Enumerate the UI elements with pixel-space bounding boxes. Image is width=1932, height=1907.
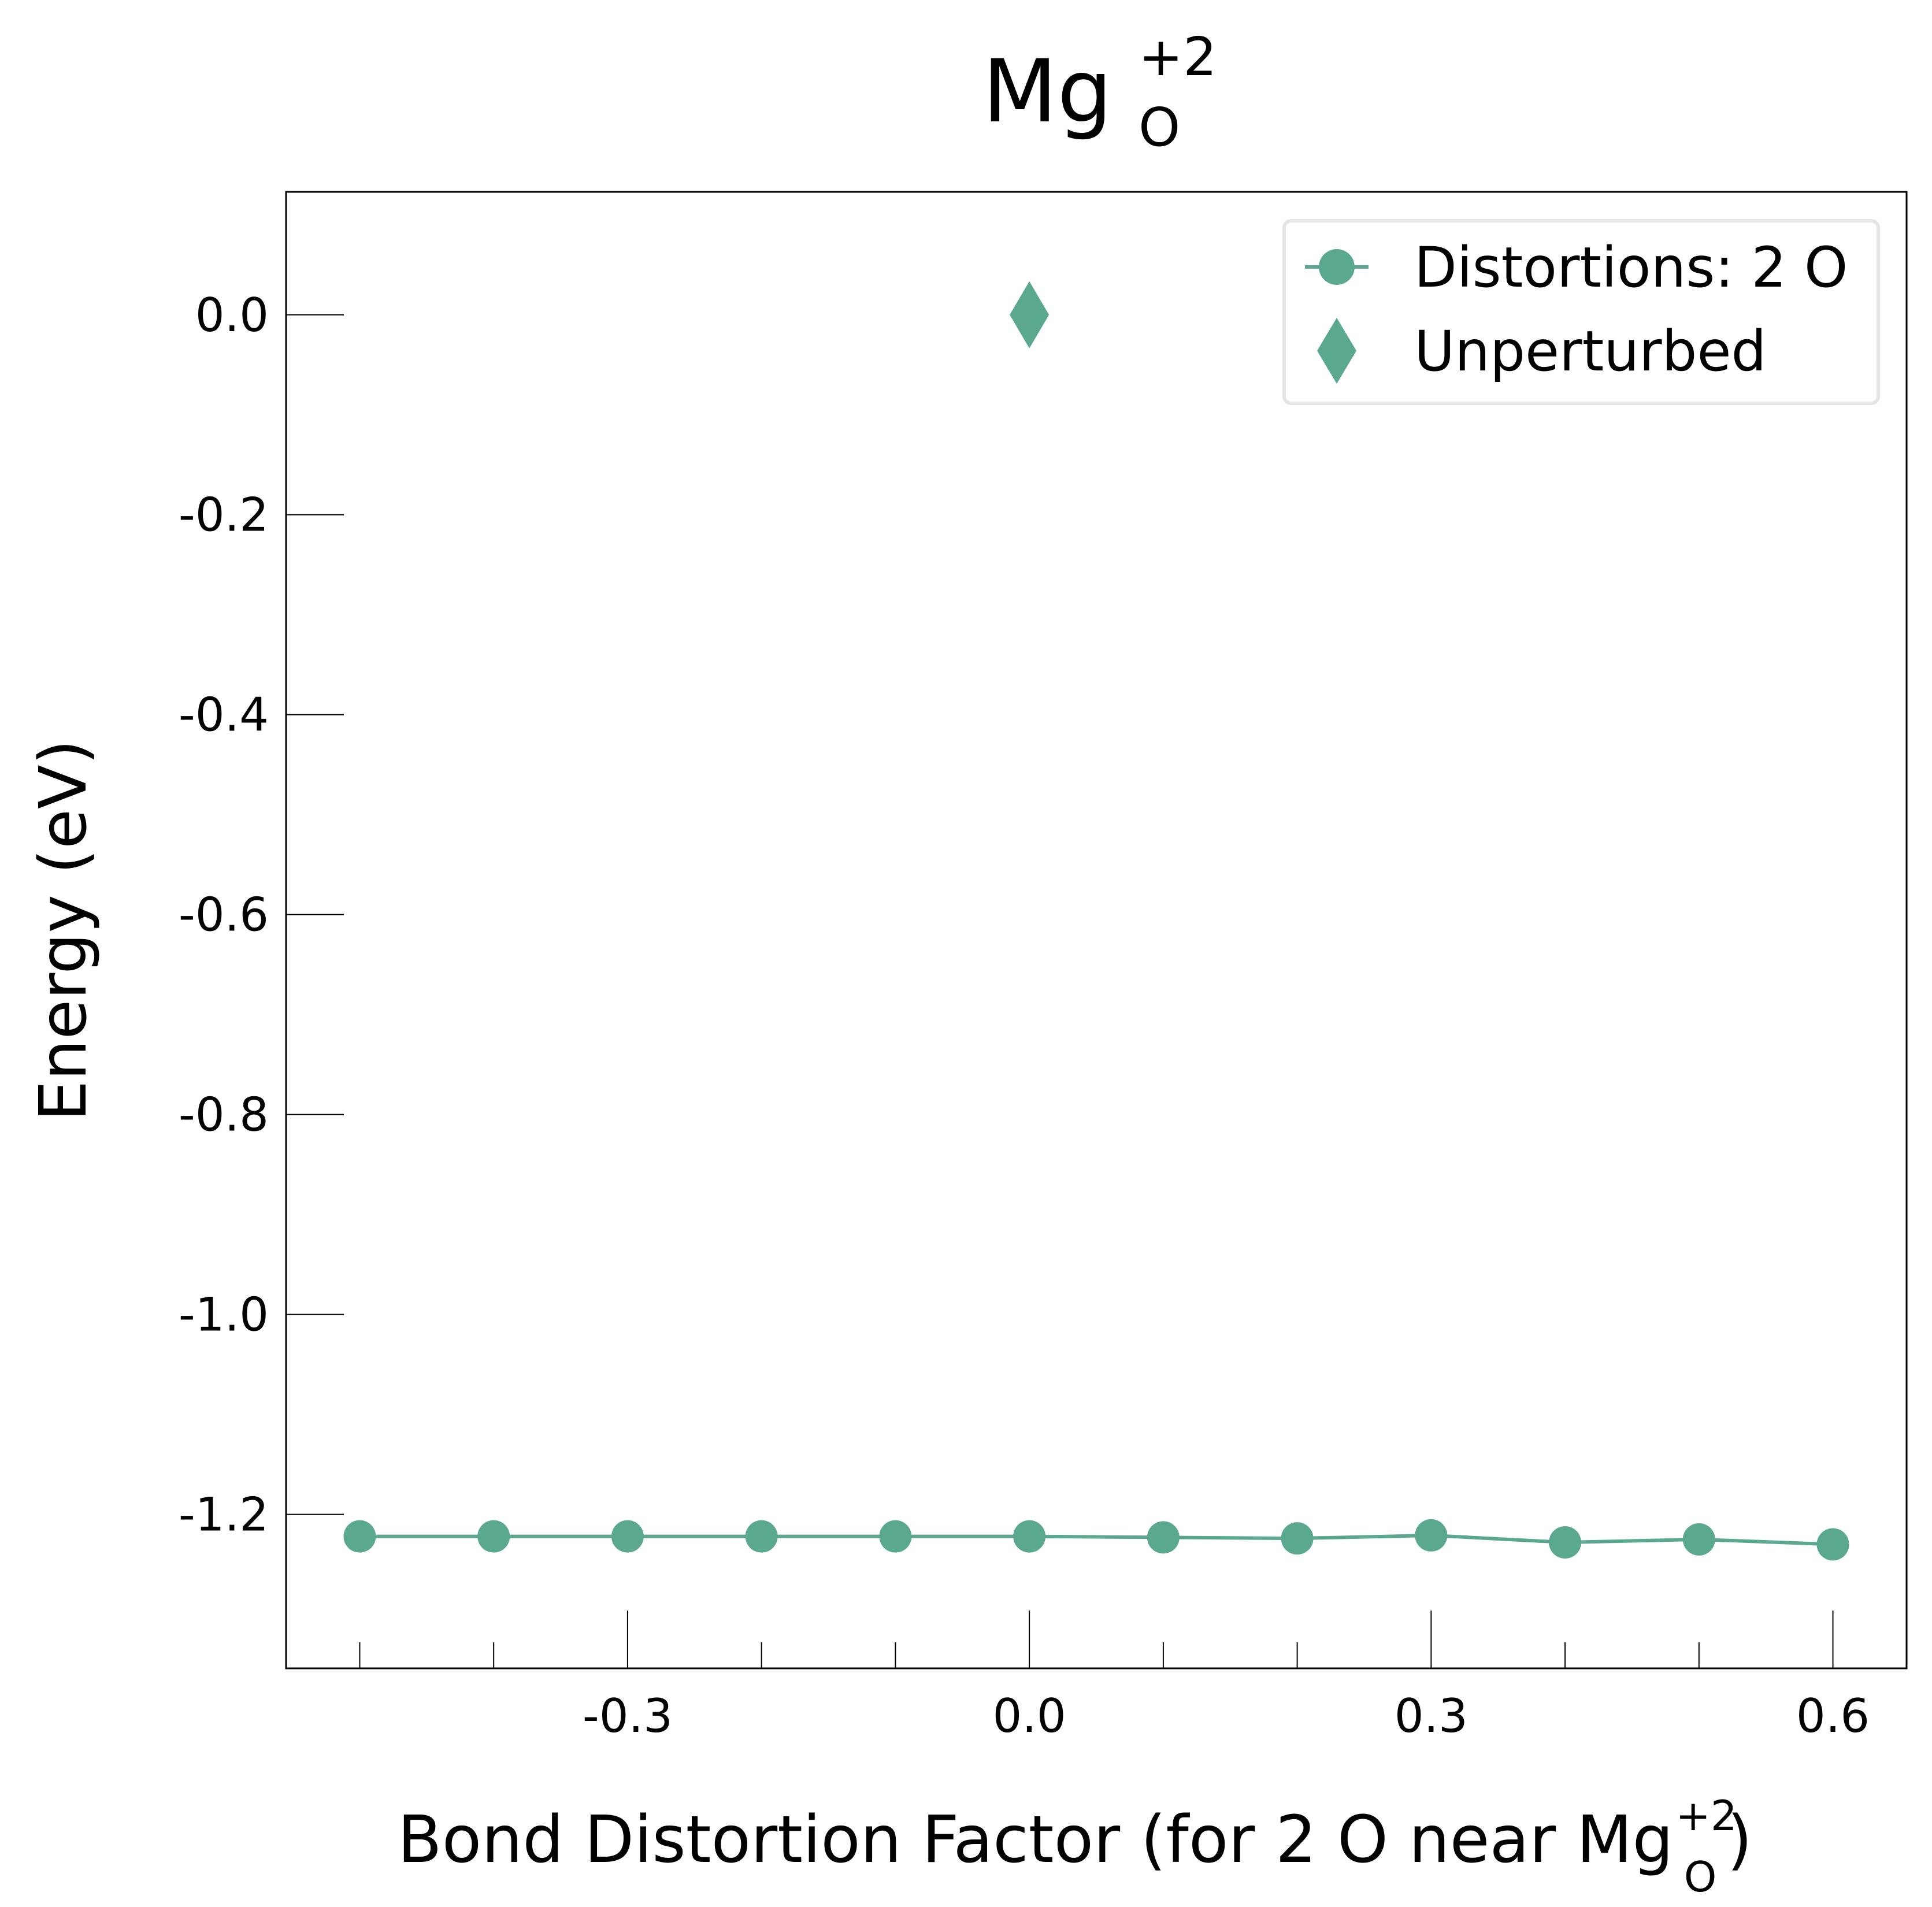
chart-title: Mg +2 O (982, 26, 1217, 158)
y-axis-label: Energy (eV) (26, 740, 101, 1122)
x-axis: -0.3 0.0 0.3 0.6 (359, 1611, 1870, 1743)
x-axis-label-prefix: Bond Distortion Factor (for 2 O near Mg (398, 1802, 1674, 1878)
svg-text:Bond Distortion Factor (for 2: Bond Distortion Factor (for 2 O near Mg+… (398, 1791, 1752, 1901)
x-axis-label-suffix: ) (1727, 1802, 1752, 1878)
legend-label-distortions: Distortions: 2 O (1414, 235, 1848, 300)
y-tick-label: -1.0 (179, 1288, 269, 1342)
data-point-distortion (477, 1520, 510, 1553)
data-point-distortion (1147, 1521, 1180, 1554)
data-point-distortion (611, 1520, 644, 1553)
y-tick-label: -1.2 (179, 1488, 269, 1542)
plot-frame (285, 191, 1908, 1669)
legend-diamond-icon (1317, 318, 1356, 384)
x-tick-label: 0.0 (993, 1689, 1066, 1743)
legend-box (1282, 219, 1880, 405)
legend-circle-icon (1319, 249, 1355, 285)
data-point-distortion (343, 1520, 376, 1553)
y-tick-label: -0.6 (179, 888, 269, 942)
x-axis-label-subscript: O (1684, 1853, 1717, 1901)
chart-title-subscript: O (1139, 97, 1180, 158)
data-point-distortion (1816, 1528, 1849, 1561)
data-point-distortion (1013, 1520, 1046, 1553)
data-point-distortion (745, 1520, 778, 1553)
legend-label-unperturbed: Unperturbed (1414, 319, 1766, 384)
series-layer (343, 281, 1849, 1561)
chart-title-superscript: +2 (1139, 26, 1217, 88)
x-axis-label-superscript: +2 (1676, 1791, 1737, 1840)
y-tick-label: -0.8 (179, 1088, 269, 1142)
y-tick-label: 0.0 (195, 288, 269, 342)
data-point-distortion (1281, 1522, 1314, 1555)
data-point-distortion (1682, 1523, 1715, 1556)
y-axis: 0.0 -0.2 -0.4 -0.6 -0.8 -1.0 -1.2 (179, 288, 344, 1542)
data-point-distortion (1415, 1519, 1448, 1552)
series-line-distortions (359, 1533, 1833, 1546)
x-tick-label: 0.3 (1395, 1689, 1468, 1743)
y-tick-label: -0.2 (179, 488, 269, 542)
chart-title-base: Mg (982, 42, 1113, 142)
data-point-distortion (1549, 1526, 1582, 1559)
y-tick-label: -0.4 (179, 688, 269, 742)
x-tick-label: -0.3 (583, 1689, 673, 1743)
legend: Distortions: 2 O Unperturbed (1282, 219, 1880, 405)
x-tick-label: 0.6 (1796, 1689, 1870, 1743)
data-point-distortion (879, 1520, 912, 1553)
x-axis-label: Bond Distortion Factor (for 2 O near Mg+… (398, 1791, 1752, 1901)
data-point-unperturbed (1010, 281, 1050, 348)
